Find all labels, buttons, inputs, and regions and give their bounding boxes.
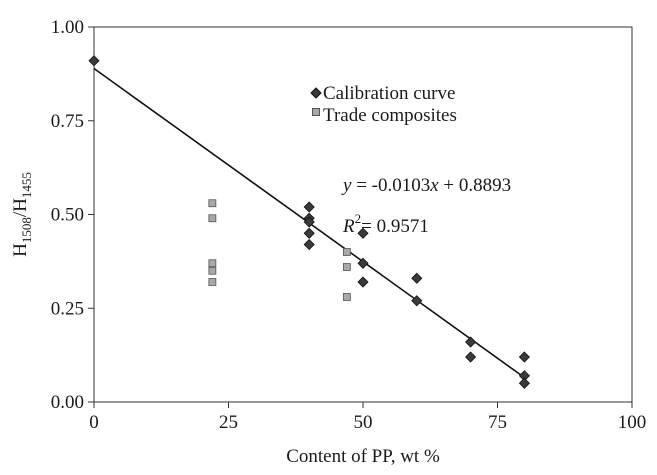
y-title-base: H [10, 243, 31, 257]
equation-slope: = -0.0103 [351, 175, 430, 196]
x-axis-title: Content of PP, wt % [286, 446, 440, 467]
equation-intercept: + 0.8893 [439, 175, 511, 196]
y-title-sub1: 1508 [19, 217, 34, 243]
calibration-point [303, 216, 315, 228]
y-tick-label: 1.00 [51, 17, 84, 38]
legend-marker-calibration [310, 87, 322, 99]
legend-label-calibration: Calibration curve [323, 83, 455, 104]
x-axis-ticks: 0 25 50 75 100 [89, 402, 646, 433]
calibration-point [88, 55, 100, 67]
trade-composite-point [208, 199, 217, 208]
x-tick-label: 25 [219, 412, 238, 433]
trendline-r-squared: R2= 0.9571 [342, 211, 429, 237]
trade-composite-point [342, 263, 351, 271]
legend: Calibration curve Trade composites [310, 83, 457, 126]
calibration-point [518, 351, 530, 363]
legend-label-trade: Trade composites [323, 105, 457, 126]
x-tick-label: 100 [618, 412, 647, 433]
y-axis-ticks: 0.00 0.25 0.50 0.75 1.00 [51, 17, 94, 413]
calibration-point [357, 276, 369, 288]
trade-composite-point [342, 248, 351, 256]
y-tick-label: 0.00 [51, 392, 84, 413]
y-title-sub2: 1455 [19, 172, 34, 198]
x-tick-label: 50 [354, 412, 373, 433]
r-squared-value: = 0.9571 [361, 216, 429, 237]
y-tick-label: 0.75 [51, 111, 84, 132]
equation-y: y [341, 175, 352, 196]
calibration-point [303, 201, 315, 213]
calibration-point [357, 257, 369, 269]
trade-composite-point [208, 214, 217, 223]
y-title-separator: /H [10, 198, 31, 217]
calibration-point [411, 295, 423, 307]
calibration-point [303, 227, 315, 239]
calibration-point [357, 227, 369, 239]
legend-marker-trade [312, 108, 320, 116]
trade-composite-point [208, 259, 217, 268]
equation-x: x [429, 175, 439, 196]
y-tick-label: 0.50 [51, 205, 84, 226]
calibration-point [465, 336, 477, 348]
calibration-point [465, 351, 477, 363]
calibration-point [303, 238, 315, 251]
r-squared-superscript: 2 [355, 211, 362, 226]
y-tick-label: 0.25 [51, 298, 84, 319]
calibration-point [411, 272, 423, 284]
x-tick-label: 0 [89, 412, 99, 433]
trade-composite-point [208, 278, 217, 286]
points-layer [88, 55, 530, 389]
x-tick-label: 75 [488, 412, 507, 433]
r-squared-r: R [342, 216, 355, 237]
y-axis-title: H1508/H1455 [10, 172, 34, 257]
calibration-point [518, 377, 530, 389]
trade-composite-point [208, 266, 217, 275]
trendline-equation: y = -0.0103x + 0.8893 [341, 175, 511, 196]
trade-composite-point [342, 293, 351, 301]
